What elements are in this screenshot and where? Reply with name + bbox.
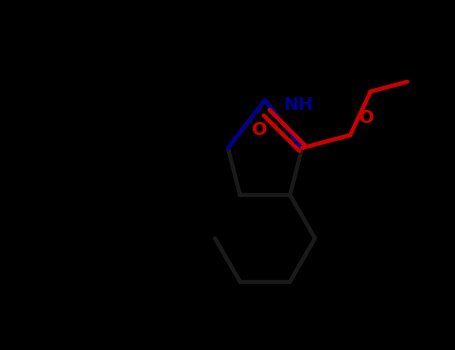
Text: O: O xyxy=(251,121,266,139)
Text: O: O xyxy=(358,109,374,127)
Text: NH: NH xyxy=(283,96,313,114)
